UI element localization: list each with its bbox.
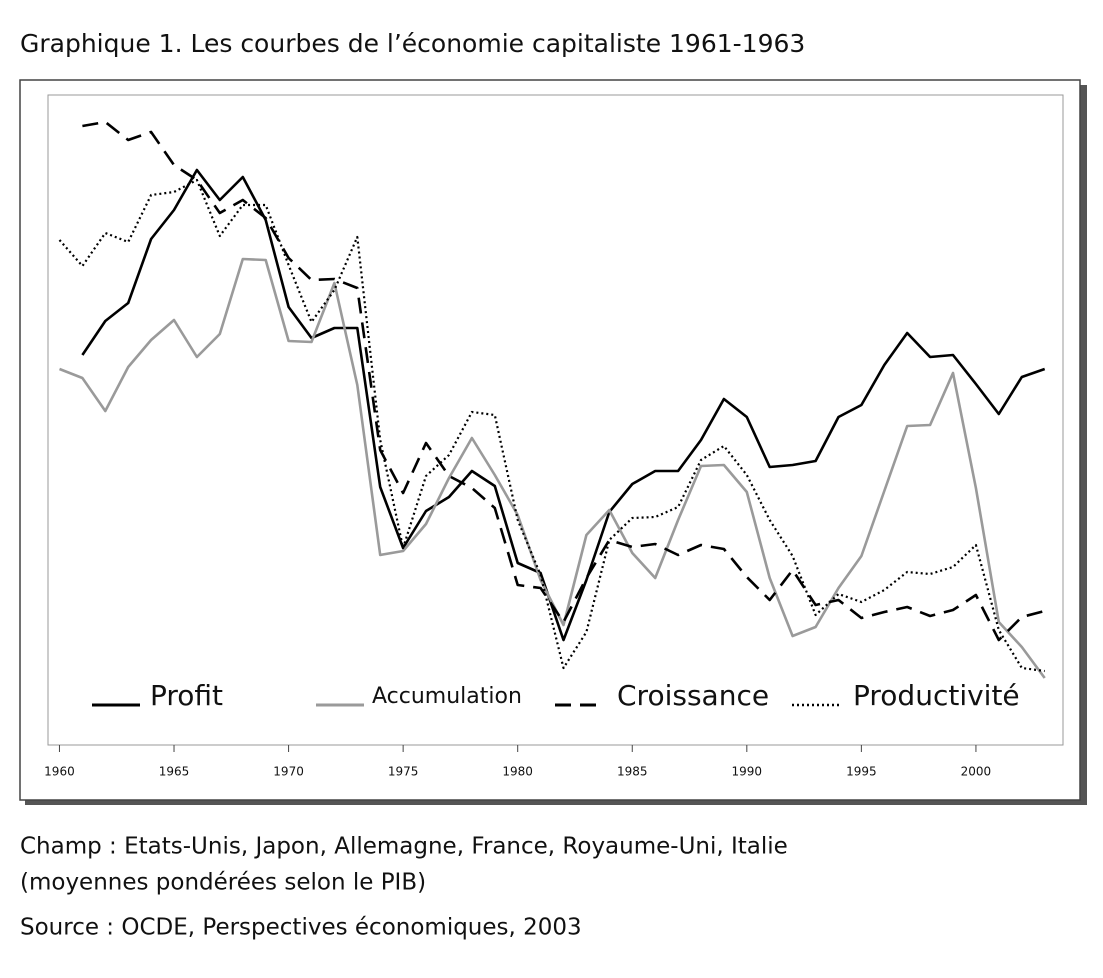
note: Champ : Etats-Unis, Japon, Allemagne, Fr…: [20, 834, 788, 860]
x-tick-label: 1975: [388, 765, 419, 779]
legend-label: Croissance: [617, 679, 769, 712]
plot-area: [47, 94, 1064, 746]
series-line: [59, 257, 1046, 679]
legend-label: Profit: [150, 679, 223, 712]
chart-title: Graphique 1. Les courbes de l’économie c…: [20, 29, 805, 58]
x-tick-label: 2000: [961, 765, 992, 779]
x-tick-label: 1995: [846, 765, 877, 779]
x-tick-label: 1970: [273, 765, 304, 779]
x-tick-label: 1990: [732, 765, 763, 779]
series-line: [81, 168, 1046, 642]
x-tick-label: 1960: [44, 765, 75, 779]
note: Source : OCDE, Perspectives économiques,…: [20, 915, 582, 941]
x-tick-label: 1965: [159, 765, 190, 779]
x-tick-label: 1985: [617, 765, 648, 779]
legend-label: Productivité: [853, 679, 1020, 712]
x-tick-label: 1980: [502, 765, 533, 779]
note: (moyennes pondérées selon le PIB): [20, 870, 426, 896]
legend-label: Accumulation: [372, 684, 522, 709]
series-line: [82, 120, 1046, 642]
